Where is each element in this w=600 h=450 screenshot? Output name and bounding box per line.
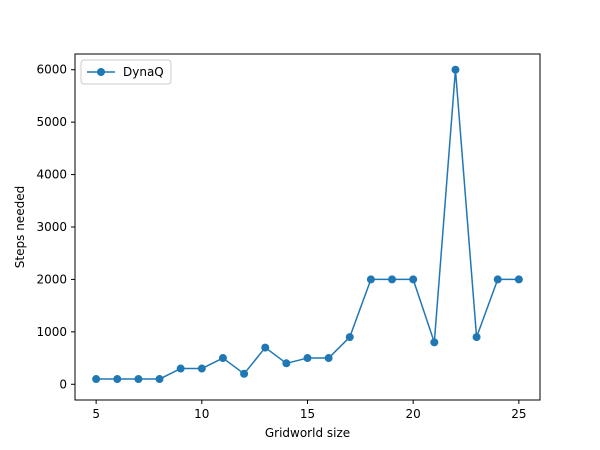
data-point — [409, 275, 418, 284]
x-tick-label: 15 — [300, 407, 315, 421]
x-tick-label: 10 — [194, 407, 209, 421]
x-tick-label: 20 — [406, 407, 421, 421]
y-axis-label: Steps needed — [13, 186, 27, 268]
data-point — [345, 333, 354, 342]
data-point — [514, 275, 523, 284]
y-axis-ticks: 0 1000 2000 3000 4000 5000 6000 — [36, 63, 75, 391]
data-point — [218, 354, 227, 363]
data-point — [134, 375, 143, 384]
data-point — [303, 354, 312, 363]
data-point — [366, 275, 375, 284]
data-point — [472, 333, 481, 342]
legend-box — [80, 59, 172, 85]
y-tick-label: 1000 — [36, 325, 67, 339]
data-point — [261, 343, 270, 352]
data-point — [324, 354, 333, 363]
data-point — [176, 364, 185, 373]
data-point — [388, 275, 397, 284]
y-tick-label: 4000 — [36, 168, 67, 182]
data-point — [493, 275, 502, 284]
x-tick-label: 5 — [92, 407, 100, 421]
y-tick-label: 0 — [59, 377, 67, 391]
data-point — [451, 65, 460, 74]
y-tick-label: 3000 — [36, 220, 67, 234]
y-tick-label: 6000 — [36, 63, 67, 77]
x-axis-ticks: 5 10 15 20 25 — [92, 400, 527, 421]
data-point — [155, 375, 164, 384]
legend-marker-swatch — [97, 68, 105, 76]
x-tick-label: 25 — [511, 407, 526, 421]
data-point — [197, 364, 206, 373]
plot-layer — [92, 65, 523, 384]
x-axis-label: Gridworld size — [265, 426, 350, 440]
data-point — [240, 369, 249, 378]
y-tick-label: 5000 — [36, 115, 67, 129]
legend-label-dynaq: DynaQ — [123, 65, 164, 79]
data-point — [113, 375, 122, 384]
data-point — [92, 375, 101, 384]
y-tick-label: 2000 — [36, 272, 67, 286]
data-point — [430, 338, 439, 347]
data-point — [282, 359, 291, 368]
legend: DynaQ — [80, 59, 172, 85]
